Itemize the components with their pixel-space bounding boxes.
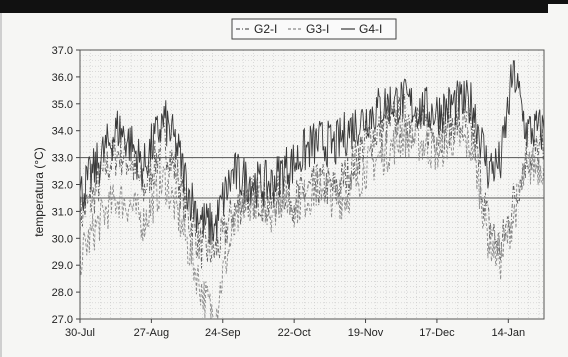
y-tick-label: 30.0	[52, 233, 73, 245]
series-line-g4-i	[79, 60, 545, 246]
x-tick-label: 19-Nov	[348, 327, 384, 339]
y-tick-label: 27.0	[52, 314, 73, 326]
y-tick-label: 29.0	[52, 260, 73, 272]
legend-label-g4-i: G4-I	[359, 22, 382, 36]
x-tick-label: 30-Jul	[65, 327, 95, 339]
reference-lines	[80, 157, 544, 199]
legend-box	[231, 18, 397, 40]
series-line-g2-i	[79, 94, 545, 269]
y-axis-title: temperatura (°C)	[32, 147, 46, 237]
x-tick-label: 24-Sep	[205, 327, 240, 339]
x-tick-label: 27-Aug	[134, 327, 169, 339]
y-tick-label: 37.0	[52, 45, 73, 57]
y-tick-label: 34.0	[52, 126, 73, 138]
x-tick-label: 14-Jan	[491, 327, 525, 339]
series-lines	[79, 60, 545, 320]
left-border	[0, 13, 2, 357]
legend: G2-I G3-I G4-I	[231, 18, 397, 40]
legend-label-g3-i: G3-I	[306, 22, 329, 36]
legend-label-g2-i: G2-I	[254, 22, 277, 36]
series-line-g3-i	[79, 117, 545, 320]
y-tick-label: 35.0	[52, 99, 73, 111]
x-axis-ticks: 30-Jul 27-Aug 24-Sep 22-Oct 19-Nov 17-Dec 14-J…	[65, 319, 525, 339]
top-dark-band	[0, 0, 548, 13]
top-dark-band-edge	[548, 0, 568, 4]
y-axis-ticks: 37.0 36.0 35.0 34.0 33.0 32.0 31.0 30.0 29.0 28.0…	[52, 45, 80, 326]
y-tick-label: 28.0	[52, 287, 73, 299]
x-tick-label: 22-Oct	[278, 327, 311, 339]
y-tick-label: 36.0	[52, 72, 73, 84]
y-tick-label: 33.0	[52, 153, 73, 165]
y-tick-label: 31.0	[52, 206, 73, 218]
x-tick-label: 17-Dec	[419, 327, 455, 339]
y-tick-label: 32.0	[52, 180, 73, 192]
